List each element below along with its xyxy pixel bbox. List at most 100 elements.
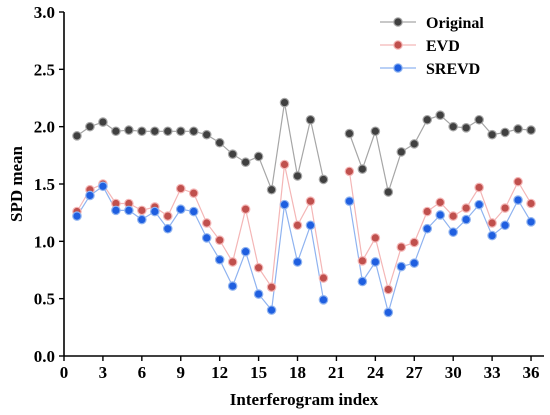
- x-tick-label: 21: [328, 363, 345, 382]
- evd-point: [357, 256, 368, 266]
- evd-point: [240, 204, 251, 215]
- original-point: [85, 121, 95, 132]
- original-point: [240, 157, 251, 168]
- x-tick-label: 3: [99, 363, 108, 382]
- evd-point: [526, 198, 536, 209]
- x-tick-label: 9: [177, 363, 186, 382]
- evd-point: [370, 233, 381, 243]
- x-tick-label: 12: [211, 363, 228, 382]
- original-point: [500, 127, 510, 138]
- srevd-point: [253, 289, 264, 299]
- evd-point: [214, 235, 225, 245]
- original-point: [292, 171, 303, 181]
- original-point: [370, 126, 381, 137]
- srevd-point: [357, 276, 368, 287]
- srevd-point: [344, 196, 355, 206]
- original-point: [305, 114, 316, 125]
- original-point: [253, 151, 264, 162]
- srevd-point: [137, 214, 147, 225]
- evd-point: [344, 166, 355, 177]
- original-point: [188, 126, 199, 137]
- evd-point: [474, 182, 484, 193]
- original-point: [344, 128, 355, 139]
- legend: Original EVD SREVD: [380, 15, 484, 78]
- evd-point: [513, 176, 523, 187]
- evd-point: [500, 203, 510, 213]
- evd-point: [253, 262, 264, 273]
- y-tick-label: 0.0: [34, 347, 55, 366]
- original-point: [487, 129, 497, 140]
- srevd-point: [448, 227, 458, 237]
- evd-point: [409, 237, 420, 248]
- evd-point: [292, 220, 303, 231]
- evd-point: [279, 159, 290, 170]
- srevd-point: [150, 206, 160, 217]
- legend-evd-label: EVD: [426, 38, 460, 55]
- x-tick-label: 30: [445, 363, 462, 382]
- srevd-point: [201, 233, 212, 243]
- original-point: [150, 126, 160, 137]
- original-point: [448, 121, 458, 132]
- original-point: [72, 131, 82, 141]
- srevd-point: [396, 261, 407, 272]
- original-point: [201, 129, 212, 140]
- srevd-point: [383, 307, 394, 318]
- x-tick-label: 6: [138, 363, 147, 382]
- original-point: [383, 187, 394, 197]
- srevd-point: [474, 199, 484, 210]
- x-tick-label: 33: [484, 363, 501, 382]
- x-axis-title: Interferogram index: [230, 390, 379, 409]
- original-point: [175, 126, 186, 137]
- y-tick-label: 2.5: [34, 60, 55, 79]
- evd-point: [383, 284, 394, 295]
- srevd-point: [188, 206, 199, 217]
- x-tick-label: 15: [250, 363, 267, 382]
- y-tick-label: 1.5: [34, 175, 55, 194]
- x-tick-label: 24: [367, 363, 385, 382]
- y-tick-label: 0.5: [34, 290, 55, 309]
- srevd-point: [266, 305, 277, 315]
- original-point: [409, 139, 420, 149]
- original-point: [227, 149, 238, 159]
- srevd-point: [98, 181, 108, 192]
- series-points: [72, 97, 536, 318]
- srevd-point: [318, 295, 329, 305]
- srevd-point: [175, 204, 186, 215]
- srevd-point: [227, 281, 238, 291]
- srevd-point: [500, 220, 510, 231]
- evd-point: [305, 196, 316, 206]
- srevd-point: [461, 214, 471, 225]
- evd-point: [487, 218, 497, 228]
- original-point: [124, 125, 134, 135]
- evd-point: [435, 197, 446, 208]
- srevd-point: [435, 210, 446, 220]
- srevd-point: [72, 211, 82, 221]
- evd-point: [201, 218, 212, 228]
- original-point: [422, 114, 433, 125]
- ticks: 0.00.51.01.52.02.53.00 3 6 9 12 15 18 21 24 27 30 3…: [34, 3, 540, 382]
- original-point: [357, 164, 368, 174]
- original-point: [461, 123, 471, 133]
- legend-original-marker: [393, 17, 403, 27]
- x-tick-label: 18: [289, 363, 306, 382]
- original-point: [214, 137, 225, 148]
- original-point: [474, 114, 484, 125]
- legend-srevd-marker: [393, 63, 403, 73]
- evd-point: [448, 211, 458, 221]
- evd-point: [162, 211, 173, 221]
- original-point: [137, 126, 147, 137]
- evd-point: [396, 242, 407, 252]
- x-tick-label: 36: [523, 363, 540, 382]
- evd-point: [318, 273, 329, 283]
- evd-point: [175, 183, 186, 194]
- evd-point: [137, 205, 147, 216]
- legend-evd-marker: [393, 40, 403, 50]
- original-point: [526, 125, 536, 135]
- srevd-point: [214, 254, 225, 265]
- srevd-point: [279, 199, 290, 210]
- original-point: [435, 110, 446, 120]
- legend-original-label: Original: [426, 15, 484, 32]
- srevd-point: [422, 223, 433, 234]
- original-point: [98, 117, 108, 127]
- original-point: [279, 97, 290, 108]
